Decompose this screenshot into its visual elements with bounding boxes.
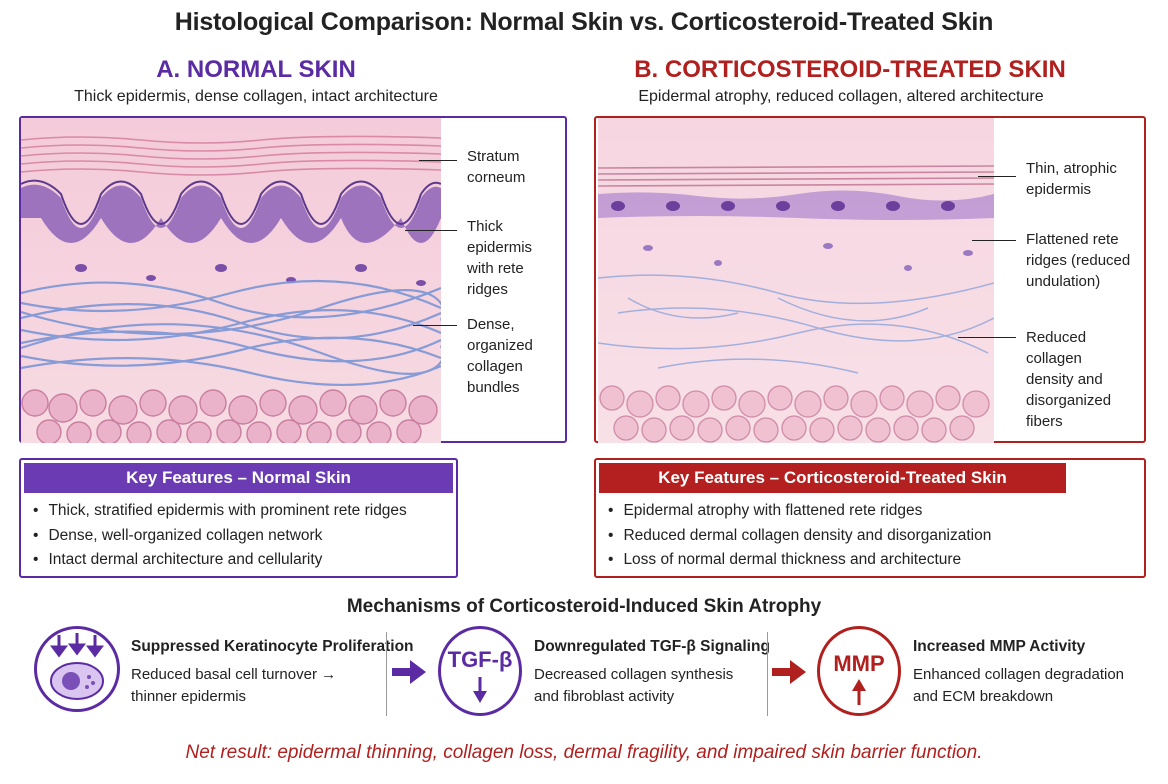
feature-item: Intact dermal architecture and cellulari… bbox=[33, 548, 456, 573]
mmp-icon: MMP bbox=[817, 626, 901, 716]
flattened-rete-ridges bbox=[598, 190, 994, 220]
mechanism-2-text: Decreased collagen synthesis and fibrobla… bbox=[534, 666, 734, 705]
panel-a-subtitle: Thick epidermis, dense collagen, intact … bbox=[74, 88, 438, 105]
callout-stratum-corneum: Stratum corneum bbox=[467, 148, 526, 186]
feature-item: Dense, well-organized collagen network bbox=[33, 524, 456, 549]
callout-thin-epidermis: Thin, atrophic epidermis bbox=[1026, 160, 1117, 198]
panel-b-title: B. CORTICOSTEROID-TREATED SKIN bbox=[634, 56, 1066, 83]
callout-thick-epidermis: Thick epidermis with rete ridges bbox=[467, 218, 533, 298]
callout-dense-collagen: Dense, organized collagen bundles bbox=[467, 316, 533, 396]
tgf-beta-icon: TGF-β bbox=[438, 626, 522, 716]
basal-nuclei bbox=[611, 201, 955, 211]
mechanism-1-text: Reduced basal cell turnover → thinner epi… bbox=[131, 666, 337, 705]
thin-epidermis-layers bbox=[598, 165, 994, 187]
mechanism-3-heading: Increased MMP Activity bbox=[913, 638, 1086, 655]
normal-skin-illustration bbox=[21, 118, 441, 443]
arrow-right-icon bbox=[772, 660, 806, 684]
epidermis-rete-ridges bbox=[21, 184, 441, 243]
mechanisms-title: Mechanisms of Corticosteroid-Induced Ski… bbox=[346, 596, 822, 617]
mechanism-2-heading: Downregulated TGF-β Signaling bbox=[534, 638, 770, 655]
mechanism-3-text: Enhanced collagen degradation and ECM bre… bbox=[913, 666, 1125, 705]
leader-line-stratum-corneum bbox=[419, 160, 457, 161]
callout-flattened-rete: Flattened rete ridges (reduced undulation… bbox=[1026, 231, 1131, 290]
mechanism-1-heading: Suppressed Keratinocyte Proliferation bbox=[131, 638, 414, 655]
leader-line-reduced-collagen bbox=[958, 337, 1016, 338]
subcutaneous-fat-cells bbox=[21, 389, 438, 443]
callout-reduced-collagen: Reduced collagen density and disorganized… bbox=[1026, 329, 1112, 430]
net-result-statement: Net result: epidermal thinning, collagen… bbox=[185, 742, 983, 763]
feature-item: Loss of normal dermal thickness and arch… bbox=[608, 548, 1144, 573]
panel-b-frame: Thin, atrophic epidermis Flattened rete ri… bbox=[594, 116, 1146, 443]
dense-collagen-bundles bbox=[21, 279, 441, 387]
treated-skin-illustration bbox=[598, 118, 994, 443]
separator bbox=[767, 632, 768, 716]
panel-a-frame: Stratum corneum Thick epidermis with rete … bbox=[19, 116, 567, 443]
dermal-nuclei bbox=[75, 264, 426, 286]
leader-line-epidermis bbox=[405, 230, 457, 231]
leader-line-rete-ridges bbox=[972, 240, 1016, 241]
key-features-treated-title: Key Features – Corticosteroid-Treated Sk… bbox=[599, 463, 1066, 493]
feature-item: Reduced dermal collagen density and diso… bbox=[608, 524, 1144, 549]
panel-a-title: A. NORMAL SKIN bbox=[156, 56, 356, 83]
stratum-corneum-layers bbox=[21, 135, 441, 176]
key-features-normal-title: Key Features – Normal Skin bbox=[24, 463, 453, 493]
key-features-treated-list: Epidermal atrophy with flattened rete ri… bbox=[596, 493, 1144, 573]
feature-item: Thick, stratified epidermis with promine… bbox=[33, 499, 456, 524]
leader-line-thin-epidermis bbox=[978, 176, 1016, 177]
key-features-normal-box: Key Features – Normal Skin Thick, strati… bbox=[19, 458, 458, 578]
subcutaneous-fat-cells-b bbox=[599, 385, 990, 443]
feature-item: Epidermal atrophy with flattened rete ri… bbox=[608, 499, 1144, 524]
sparse-collagen-fibers bbox=[598, 274, 994, 374]
key-features-normal-list: Thick, stratified epidermis with promine… bbox=[21, 493, 456, 573]
keratinocyte-icon bbox=[34, 626, 120, 712]
key-features-treated-box: Key Features – Corticosteroid-Treated Sk… bbox=[594, 458, 1146, 578]
panel-b-subtitle: Epidermal atrophy, reduced collagen, alt… bbox=[638, 88, 1044, 105]
separator bbox=[386, 632, 387, 716]
figure-title: Histological Comparison: Normal Skin vs.… bbox=[174, 8, 994, 36]
arrow-right-icon bbox=[392, 660, 426, 684]
leader-line-collagen bbox=[413, 325, 457, 326]
